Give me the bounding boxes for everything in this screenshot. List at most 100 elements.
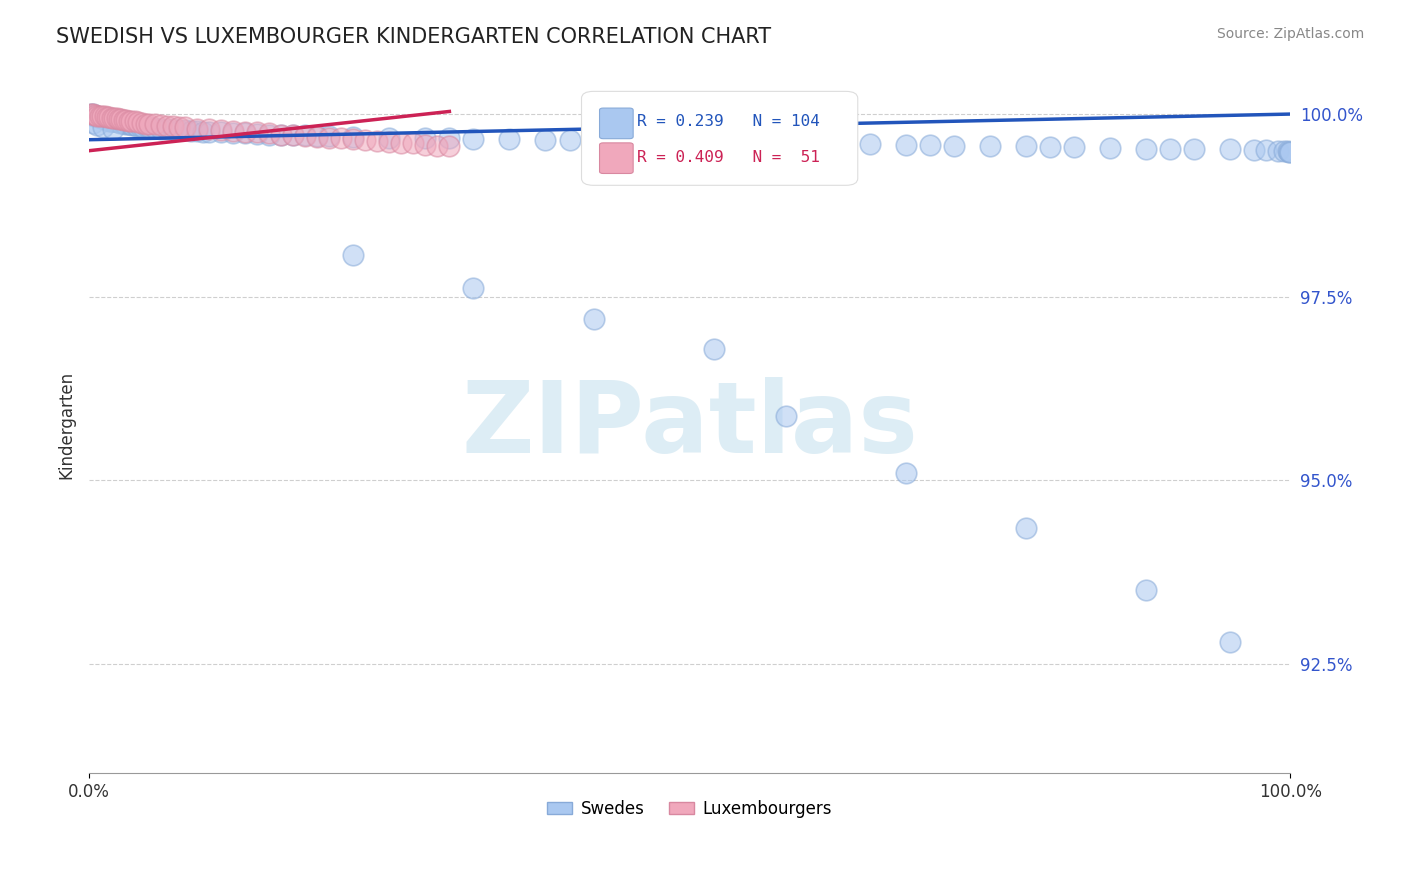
Point <box>738 136 761 150</box>
Point <box>134 117 156 131</box>
Point <box>131 116 153 130</box>
Point <box>582 312 605 326</box>
Point <box>93 112 115 126</box>
Point <box>270 128 292 142</box>
Point <box>270 128 292 142</box>
Point <box>619 133 641 147</box>
Point <box>1063 140 1085 154</box>
Point <box>1015 521 1038 535</box>
Point <box>1135 583 1157 598</box>
Point <box>174 120 197 135</box>
Point <box>389 136 412 150</box>
Point <box>86 109 108 123</box>
Point <box>110 116 132 130</box>
Point <box>1182 142 1205 156</box>
Point <box>101 122 124 136</box>
Point <box>91 111 114 125</box>
Point <box>415 137 437 152</box>
Point <box>128 119 150 133</box>
Point <box>86 109 108 123</box>
Point <box>82 107 104 121</box>
Point <box>80 107 103 121</box>
Point <box>162 122 184 136</box>
Point <box>354 133 377 147</box>
Point <box>83 109 105 123</box>
Point <box>93 109 115 123</box>
Point <box>1267 144 1289 158</box>
Point <box>97 112 120 127</box>
Point <box>180 124 202 138</box>
Point <box>894 466 917 480</box>
Point <box>174 123 197 137</box>
Point <box>93 112 115 127</box>
Point <box>283 128 305 143</box>
Point <box>342 132 364 146</box>
Text: SWEDISH VS LUXEMBOURGER KINDERGARTEN CORRELATION CHART: SWEDISH VS LUXEMBOURGER KINDERGARTEN COR… <box>56 27 772 46</box>
Point <box>1278 145 1301 160</box>
Point <box>257 126 280 140</box>
Point <box>979 139 1001 153</box>
Point <box>84 109 107 123</box>
Point <box>654 134 676 148</box>
Point <box>294 128 316 143</box>
Point <box>1272 145 1295 159</box>
Point <box>1135 141 1157 155</box>
Point <box>156 119 179 133</box>
Point <box>127 119 149 133</box>
Point <box>135 120 157 135</box>
Point <box>84 108 107 122</box>
Point <box>318 129 340 144</box>
Point <box>678 135 700 149</box>
Text: R = 0.239   N = 104: R = 0.239 N = 104 <box>637 114 820 128</box>
Point <box>132 120 155 134</box>
Point <box>127 115 149 129</box>
Point <box>534 133 557 147</box>
FancyBboxPatch shape <box>599 143 633 173</box>
Point <box>1243 143 1265 157</box>
Point <box>93 120 115 135</box>
Point <box>402 136 425 151</box>
Point <box>121 118 143 132</box>
Point <box>115 112 138 127</box>
Point <box>294 129 316 144</box>
Point <box>117 117 139 131</box>
Point <box>823 137 845 152</box>
Point <box>186 121 208 136</box>
Point <box>110 112 132 127</box>
Point <box>150 118 173 132</box>
Point <box>86 118 108 132</box>
Point <box>186 124 208 138</box>
Point <box>942 138 965 153</box>
Point <box>80 107 103 121</box>
Point <box>89 109 111 123</box>
Point <box>775 136 797 150</box>
Point <box>167 123 190 137</box>
Point <box>111 116 134 130</box>
Point <box>582 133 605 147</box>
Point <box>112 112 135 127</box>
Point <box>1219 142 1241 156</box>
Point <box>96 112 118 127</box>
Point <box>101 114 124 128</box>
Point <box>89 110 111 124</box>
Point <box>439 139 461 153</box>
Point <box>98 110 121 124</box>
Point <box>342 248 364 262</box>
Text: Source: ZipAtlas.com: Source: ZipAtlas.com <box>1216 27 1364 41</box>
Text: ZIPatlas: ZIPatlas <box>461 377 918 474</box>
Point <box>101 111 124 125</box>
Point <box>209 125 232 139</box>
Point <box>918 137 941 152</box>
Point <box>246 127 269 141</box>
Point <box>1039 140 1062 154</box>
Point <box>198 122 221 136</box>
Point <box>233 125 256 139</box>
Point <box>87 110 110 124</box>
Point <box>90 111 112 125</box>
Point <box>100 113 122 128</box>
Point <box>105 112 128 126</box>
Point <box>198 125 221 139</box>
Point <box>82 116 104 130</box>
Point <box>167 120 190 134</box>
Point <box>894 137 917 152</box>
